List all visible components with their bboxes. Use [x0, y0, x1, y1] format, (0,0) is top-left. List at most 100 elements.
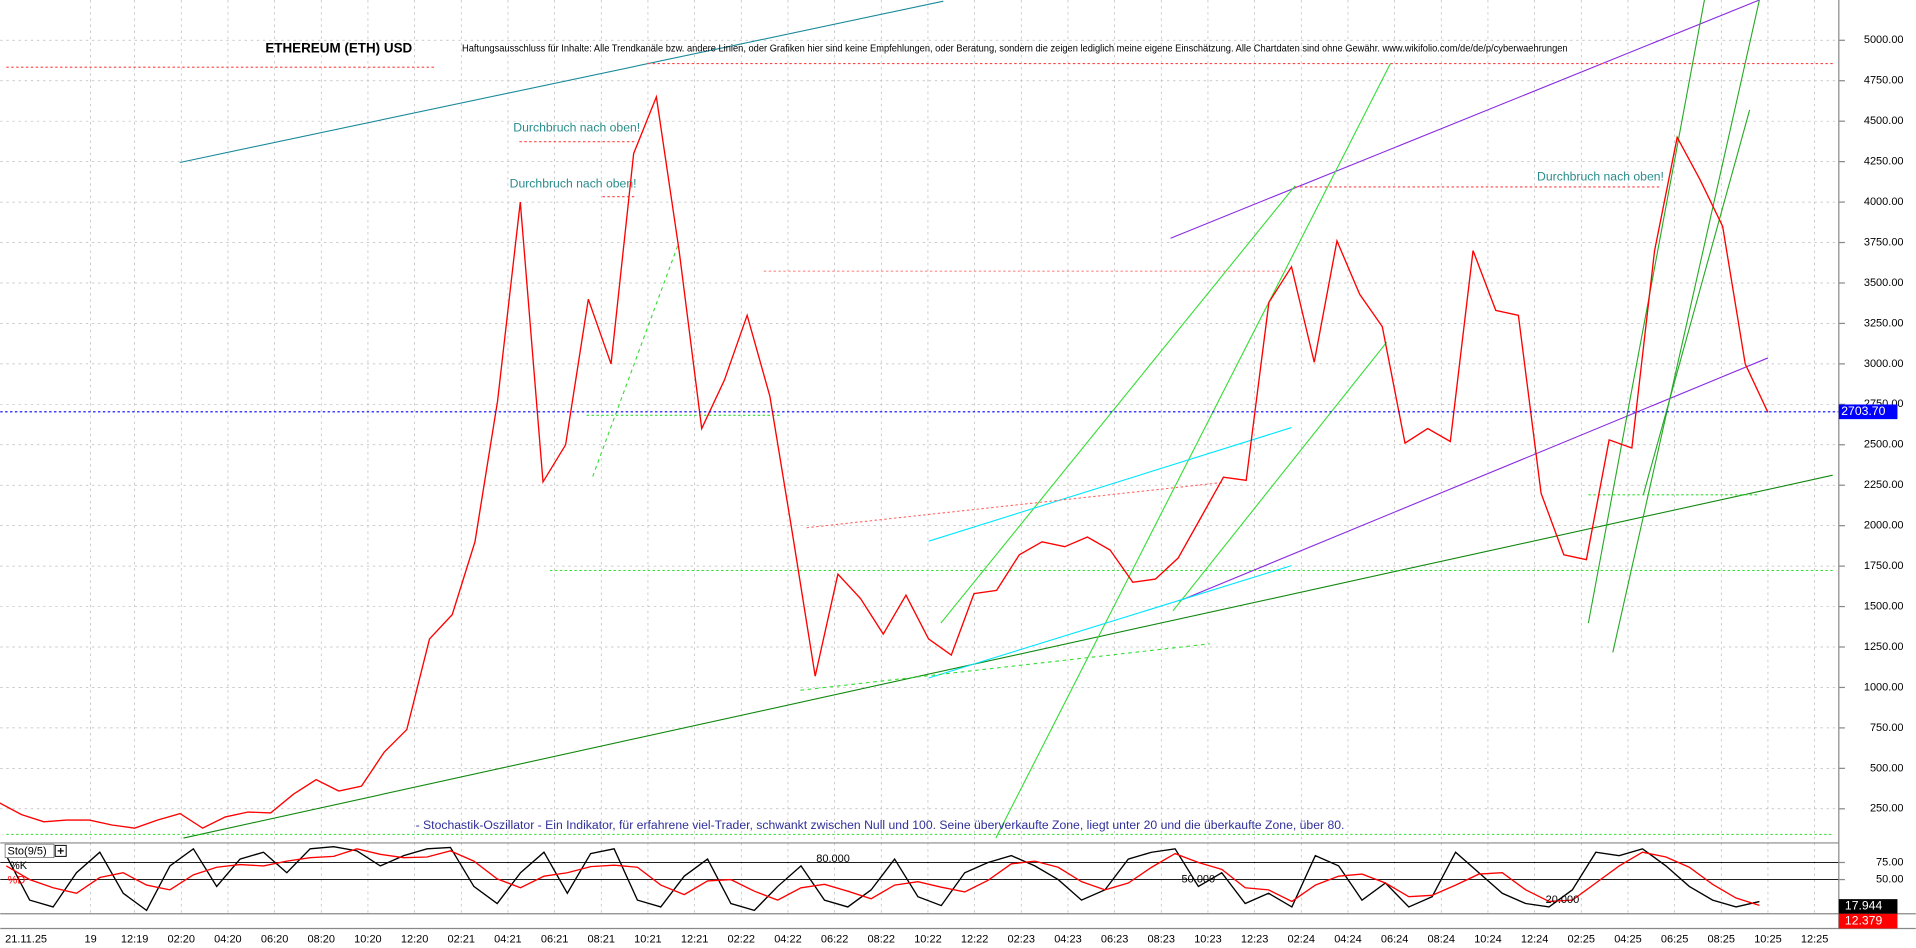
x-tick-label: 06:25 [1661, 933, 1688, 945]
y-tick-label: 5000.00 [1864, 34, 1904, 46]
last-value-box [1838, 899, 1898, 914]
x-tick-label: 02:22 [728, 933, 756, 945]
y-tick-label: 2500.00 [1864, 439, 1904, 451]
level-label: 80.000 [816, 853, 850, 865]
y-tick-label: 1000.00 [1864, 681, 1904, 693]
legend-label: %K [10, 860, 28, 872]
x-tick-label: 08:20 [308, 933, 336, 945]
level-label: 50.000 [1182, 873, 1216, 885]
annotation: - Stochastik-Oszillator - Ein Indikator,… [416, 818, 1345, 832]
plot [0, 94, 1839, 912]
x-tick-label: 02:20 [168, 933, 195, 945]
trend-line [183, 474, 1833, 839]
x-tick-label: 10:25 [1754, 933, 1781, 945]
trend-line [928, 565, 1292, 679]
x-tick-label: 10:20 [354, 933, 382, 945]
y-tick-label: 500.00 [1870, 762, 1904, 774]
last-price-label: 2703.70 [1841, 404, 1885, 418]
trend-line [1170, 0, 1760, 239]
x-tick-label: 12:24 [1521, 933, 1549, 945]
x-tick-label: 08:25 [1708, 933, 1735, 945]
trend-line [928, 427, 1292, 542]
plus-icon [57, 847, 64, 854]
x-tick-label: 12:22 [961, 933, 989, 945]
x-tick-label: 12:20 [401, 933, 429, 945]
trend-line [1642, 109, 1751, 495]
legend-label: %D [8, 875, 26, 887]
x-tick-label: 12:21 [681, 933, 709, 945]
annotation: Durchbruch nach oben! [513, 120, 640, 134]
level-label: 20.000 [1546, 894, 1580, 906]
trend-line [1587, 0, 1705, 624]
grid [0, 0, 1839, 914]
x-tick-label: 08:22 [868, 933, 896, 945]
indicator-title: Sto(9/5) [8, 845, 47, 857]
x-tick-label: 02:21 [448, 933, 476, 945]
x-tick-label: 04:21 [494, 933, 522, 945]
x-tick-label: 08:21 [588, 933, 616, 945]
y-tick-label: 3750.00 [1864, 236, 1904, 248]
chart-title: ETHEREUM (ETH) USD [265, 40, 412, 55]
y-tick-label: 3000.00 [1864, 358, 1904, 370]
y-tick-label: 1750.00 [1864, 560, 1904, 572]
x-tick-label: 06:22 [821, 933, 849, 945]
x-tick-label: 06:20 [261, 933, 289, 945]
y-tick-label: 50.00 [1876, 873, 1903, 885]
last-value-label: 12.379 [1845, 913, 1883, 927]
trend-line [592, 244, 679, 477]
x-tick-label: 04:24 [1334, 933, 1362, 945]
x-tick-label: 08:23 [1148, 933, 1176, 945]
trend-line [1612, 0, 1760, 653]
x-tick-label: 02:25 [1568, 933, 1595, 945]
annotation: Durchbruch nach oben! [1537, 169, 1664, 183]
x-tick-label: 10:22 [914, 933, 942, 945]
trend-line [1172, 341, 1388, 612]
last-price-box [1838, 404, 1898, 420]
y-tick-label: 1250.00 [1864, 641, 1904, 653]
x-tick-label: 19 [85, 933, 97, 945]
x-tick-label: 06:21 [541, 933, 569, 945]
trend-line [940, 185, 1296, 624]
price-line [5, 846, 1760, 912]
x-tick-label: 06:23 [1101, 933, 1129, 945]
x-tick-label: 12:19 [121, 933, 149, 945]
y-tick-label: 4000.00 [1864, 196, 1904, 208]
y-tick-label: 2000.00 [1864, 520, 1904, 532]
y-tick-label: 3250.00 [1864, 317, 1904, 329]
y-tick-label: 4250.00 [1864, 156, 1904, 168]
y-tick-label: 75.00 [1876, 856, 1903, 868]
x-tick-label: 10:23 [1194, 933, 1222, 945]
annotation: Durchbruch nach oben! [510, 177, 637, 191]
x-tick-label: 08:24 [1428, 933, 1455, 945]
x-tick-label: 06:24 [1381, 933, 1409, 945]
y-tick-label: 2250.00 [1864, 479, 1904, 491]
y-tick-label: 250.00 [1870, 803, 1904, 815]
y-tick-label: 3500.00 [1864, 277, 1904, 289]
disclaimer: Haftungsausschluss für Inhalte: Alle Tre… [462, 43, 1568, 54]
y-tick-label: 1500.00 [1864, 600, 1904, 612]
last-value-box [1838, 913, 1898, 929]
x-tick-label: 04:25 [1614, 933, 1642, 945]
y-tick-label: 4500.00 [1864, 115, 1904, 127]
last-value-label: 17.944 [1845, 899, 1883, 913]
x-tick-label: 04:20 [214, 933, 241, 945]
trend-line [179, 0, 944, 164]
trend-lines [6, 0, 1833, 839]
trend-line [806, 482, 1222, 529]
y-tick-label: 4750.00 [1864, 75, 1904, 87]
trend-line [800, 643, 1210, 691]
price-line [0, 94, 1769, 829]
x-tick-label: 10:21 [634, 933, 662, 945]
x-tick-label: 02:23 [1008, 933, 1036, 945]
x-tick-label: 04:23 [1054, 933, 1082, 945]
x-tick-label: 04:22 [774, 933, 802, 945]
price-line [5, 848, 1760, 907]
y-tick-label: 750.00 [1870, 722, 1904, 734]
x-tick-label: 10:24 [1474, 933, 1501, 945]
x-tick-label: 12:23 [1241, 933, 1269, 945]
trend-line [995, 63, 1391, 839]
x-tick-label: 21.11.25 [5, 933, 47, 945]
